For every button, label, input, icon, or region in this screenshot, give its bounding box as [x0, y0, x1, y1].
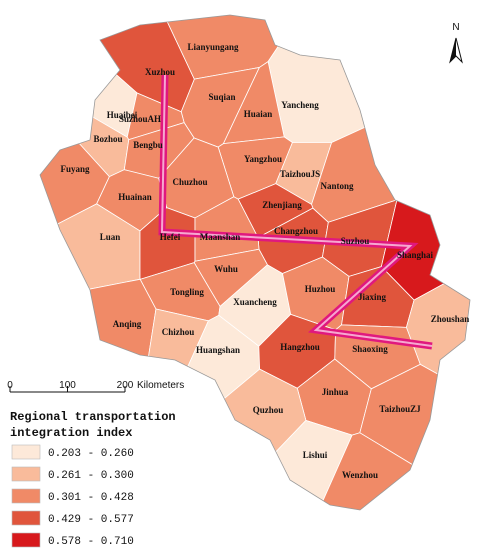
city-label: Zhenjiang — [262, 200, 302, 210]
city-label: Lianyungang — [187, 42, 239, 52]
city-label: Huaibei — [107, 110, 138, 120]
city-label: Maanshan — [200, 232, 241, 242]
city-label: Yangzhou — [244, 154, 282, 164]
legend-swatch — [11, 532, 41, 548]
city-label: Quzhou — [253, 405, 284, 415]
city-label: Fuyang — [60, 164, 90, 174]
city-label: Yancheng — [281, 100, 319, 110]
labels: XuzhouLianyungangSuqianYanchengHuaibeiSu… — [60, 42, 469, 480]
city-label: Anqing — [113, 319, 142, 329]
scale-unit: Kilometers — [137, 380, 184, 391]
scale-label: 200 — [117, 380, 134, 391]
city-label: Suzhou — [341, 236, 370, 246]
city-label: Wuhu — [214, 264, 238, 274]
city-label: Jinhua — [322, 387, 349, 397]
city-label: Huzhou — [305, 284, 336, 294]
legend-swatch — [11, 444, 41, 460]
region — [380, 82, 470, 301]
city-label: Huainan — [118, 192, 152, 202]
scale-label: 100 — [59, 380, 76, 391]
city-label: Chizhou — [162, 327, 195, 337]
north-label: N — [452, 22, 459, 33]
city-label: Bozhou — [93, 134, 122, 144]
city-label: Bengbu — [133, 140, 163, 150]
legend: Regional transportation integration inde… — [10, 410, 176, 548]
city-label: Shaoxing — [352, 344, 388, 354]
legend-label: 0.301 - 0.428 — [48, 492, 134, 504]
city-label: Jiaxing — [358, 292, 387, 302]
city-label: Nantong — [320, 181, 354, 191]
city-label: TaizhouJS — [280, 169, 320, 179]
legend-label: 0.261 - 0.300 — [48, 470, 134, 482]
scale-label: 0 — [7, 380, 13, 391]
city-label: Tongling — [170, 287, 204, 297]
legend-title: integration index — [10, 426, 132, 440]
city-label: Xuzhou — [145, 67, 175, 77]
city-label: Huangshan — [196, 345, 240, 355]
city-label: Zhoushan — [431, 314, 470, 324]
legend-label: 0.429 - 0.577 — [48, 514, 134, 526]
legend-swatch — [11, 510, 41, 526]
scale-bar: 0 100 200 Kilometers — [7, 380, 184, 393]
city-label: Luan — [100, 232, 121, 242]
north-arrow: N — [449, 22, 463, 64]
city-label: Shanghai — [397, 250, 434, 260]
city-label: Xuancheng — [233, 297, 277, 307]
city-label: Suqian — [208, 92, 235, 102]
city-label: Hefei — [160, 232, 181, 242]
city-label: SuzhouAH — [119, 114, 161, 124]
city-label: Lishui — [303, 450, 328, 460]
city-label: Huaian — [244, 109, 273, 119]
region — [180, 419, 353, 510]
region — [267, 15, 470, 143]
legend-label: 0.203 - 0.260 — [48, 448, 134, 460]
city-label: TaizhouZJ — [379, 404, 421, 414]
legend-swatch — [11, 466, 41, 482]
legend-swatch — [11, 488, 41, 504]
outline — [39, 14, 471, 511]
legend-label: 0.578 - 0.710 — [48, 536, 134, 548]
city-label: Hangzhou — [280, 342, 320, 352]
city-label: Changzhou — [274, 226, 318, 236]
city-label: Chuzhou — [172, 177, 207, 187]
region — [359, 363, 470, 510]
city-label: Wenzhou — [342, 470, 378, 480]
corridor — [158, 74, 433, 350]
legend-title: Regional transportation — [10, 410, 176, 424]
